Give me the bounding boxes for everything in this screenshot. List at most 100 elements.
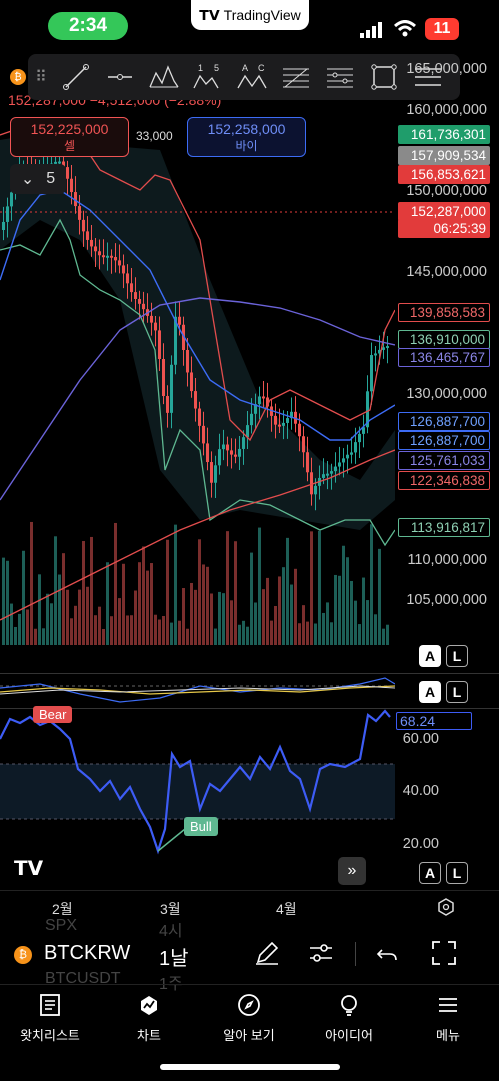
more-tools[interactable] [406, 54, 450, 100]
price-label: 157,909,534 [398, 146, 490, 165]
main-chart[interactable] [0, 100, 395, 645]
candle-body [322, 474, 325, 478]
volume-bar [286, 537, 289, 645]
settings-hexagon-icon[interactable] [436, 897, 456, 917]
candle-body [250, 413, 253, 426]
volume-bar [78, 589, 81, 645]
rsi-value-label: 68.24 [396, 712, 472, 730]
volume-bar [114, 522, 117, 645]
volume-bar [6, 560, 9, 645]
log-scale-button[interactable]: L [446, 645, 468, 667]
tab-chart[interactable]: 차트 [104, 993, 194, 1044]
candle-body [254, 404, 257, 414]
parallel-channel-tool[interactable] [318, 54, 362, 100]
log-scale-button[interactable]: L [446, 862, 468, 884]
volume-bar [98, 606, 101, 645]
trend-line-icon [63, 64, 89, 90]
volume-bar [330, 622, 333, 645]
log-scale-button[interactable]: L [446, 681, 468, 703]
bull-label: Bull [184, 817, 218, 836]
oscillator-yellow-line [0, 685, 395, 695]
candle-body [286, 418, 289, 423]
candle-body [290, 411, 293, 419]
candle-body [278, 424, 281, 427]
draw-pen-icon[interactable] [254, 940, 280, 966]
price-scale-tick: 150,000,000 [406, 183, 487, 199]
candle-body [282, 422, 285, 426]
tab-menu[interactable]: 메뉴 [403, 993, 493, 1044]
candle-body [78, 206, 81, 220]
candle-body [106, 255, 109, 258]
candle-body [326, 473, 329, 476]
bull-divergence-line [157, 828, 186, 852]
candle-body [222, 444, 225, 450]
tab-explore[interactable]: 알아 보기 [204, 993, 294, 1044]
volume-bar [326, 602, 329, 645]
candle-body [354, 442, 357, 453]
trend-line-tool[interactable] [54, 54, 98, 100]
ghost-interval: 4시 [159, 923, 183, 940]
volume-bar [74, 605, 77, 645]
pattern-tool[interactable] [142, 54, 186, 100]
volume-bar [322, 612, 325, 645]
scroll-to-latest-button[interactable]: » [338, 857, 366, 885]
volume-bar [270, 620, 273, 645]
volume-bar [14, 626, 17, 645]
volume-bar [218, 591, 221, 645]
rsi-level-tick: 60.00 [402, 731, 439, 747]
auto-scale-button[interactable]: A [419, 681, 441, 703]
home-indicator [160, 1064, 340, 1070]
tab-ideas[interactable]: 아이디어 [304, 993, 394, 1044]
pane-divider[interactable] [0, 708, 499, 709]
pane-divider[interactable] [0, 673, 499, 674]
volume-bar [66, 589, 69, 645]
price-label: 122,346,838 [398, 471, 490, 490]
double-chevron-right-icon: » [347, 862, 357, 879]
volume-bar [110, 616, 113, 645]
tab-watchlist[interactable]: 왓치리스트 [5, 993, 95, 1044]
buy-button[interactable]: 152,258,000 바이 [187, 117, 306, 157]
volume-bar [370, 524, 373, 645]
tv-pill-label: TradingView [223, 7, 301, 23]
indicators-collapse-button[interactable]: ⌄ 5 [10, 164, 66, 194]
volume-bar [202, 564, 205, 645]
oscillator-pane[interactable] [0, 674, 395, 708]
interval-selector[interactable]: 1날 [159, 948, 189, 970]
price-label: 113,916,817 [398, 518, 490, 537]
candle-body [342, 458, 345, 463]
volume-bar [142, 546, 145, 645]
volume-bar [210, 593, 213, 645]
candle-body [358, 433, 361, 443]
sell-button[interactable]: 152,225,000 셀 [10, 117, 129, 157]
auto-scale-button[interactable]: A [419, 645, 441, 667]
auto-scale-button[interactable]: A [419, 862, 441, 884]
rectangle-tool[interactable] [362, 54, 406, 100]
volume-bar [266, 577, 269, 645]
price-scale-tick: 145,000,000 [406, 264, 487, 280]
candle-body [262, 396, 265, 399]
price-scale-tick: 165,000,000 [406, 61, 487, 77]
fullscreen-icon[interactable] [431, 940, 457, 966]
horizontal-line-tool[interactable] [98, 54, 142, 100]
indicators-sliders-icon[interactable] [308, 940, 334, 966]
fib-retracement-tool[interactable] [274, 54, 318, 100]
volume-bar [122, 563, 125, 645]
candle-body [54, 161, 57, 164]
undo-icon[interactable] [376, 942, 398, 964]
volume-bar [130, 615, 133, 645]
candle-body [350, 452, 353, 455]
volume-bar [386, 624, 389, 645]
symbol-selector[interactable]: BTCKRW [44, 942, 131, 964]
moving-average-purple-line [0, 297, 395, 501]
drag-handle-icon[interactable]: ⠿ [35, 69, 47, 86]
candle-body [386, 346, 389, 349]
rsi-pane[interactable] [0, 709, 395, 859]
candle-body [98, 251, 101, 256]
tradingview-pill[interactable]: 𝗧𝗩 TradingView [191, 0, 309, 30]
candle-body [158, 330, 161, 360]
volume-bar [18, 613, 21, 645]
volume-bar [42, 628, 45, 645]
menu-icon [439, 998, 457, 1012]
